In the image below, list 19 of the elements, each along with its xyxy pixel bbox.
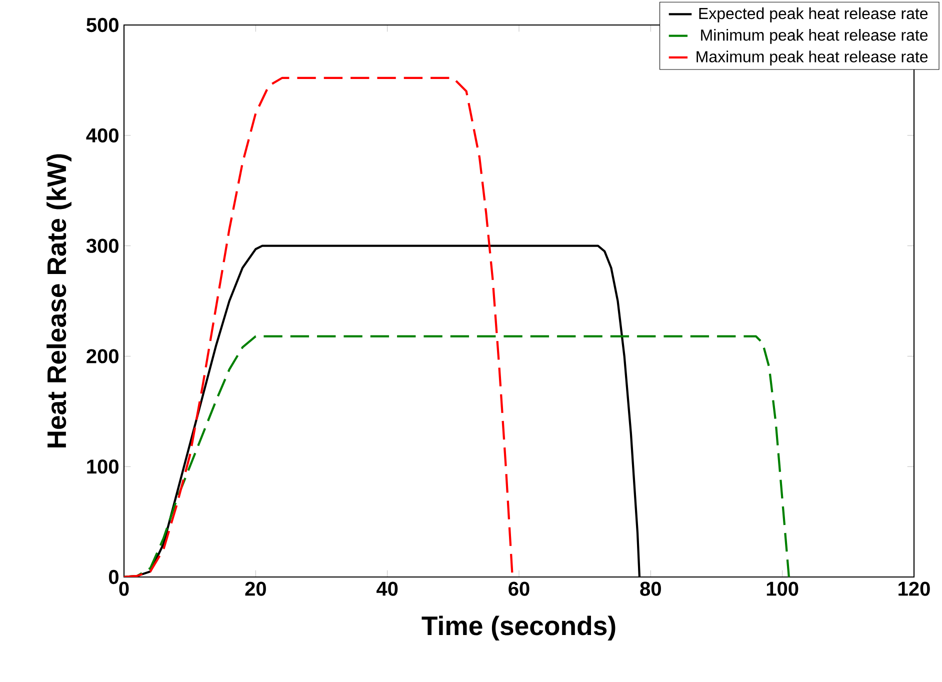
y-tick-label: 0 bbox=[108, 570, 118, 584]
x-tick-label: 0 bbox=[119, 582, 129, 596]
y-tick-label: 100 bbox=[87, 460, 118, 474]
legend-label: Minimum peak heat release rate bbox=[701, 29, 928, 44]
x-tick-label: 80 bbox=[640, 582, 661, 596]
x-tick-label: 40 bbox=[376, 582, 398, 596]
x-tick-label: 60 bbox=[508, 582, 530, 596]
x-tick-label: 20 bbox=[245, 582, 266, 596]
y-tick-label: 300 bbox=[86, 238, 118, 253]
x-axis-title: Time (seconds) bbox=[422, 616, 616, 641]
y-tick-label: 400 bbox=[86, 128, 118, 142]
legend-label: Expected peak heat release rate bbox=[699, 7, 928, 22]
line-series bbox=[124, 76, 514, 577]
y-axis-title: Heat Release Rate (kW) bbox=[46, 154, 72, 448]
y-tick-label: 500 bbox=[86, 18, 118, 32]
legend-label: Maximum peak heat release rate bbox=[696, 50, 928, 66]
x-tick-label: 120 bbox=[898, 582, 930, 596]
x-tick-label: 100 bbox=[766, 582, 798, 596]
y-tick-label: 200 bbox=[86, 349, 118, 364]
